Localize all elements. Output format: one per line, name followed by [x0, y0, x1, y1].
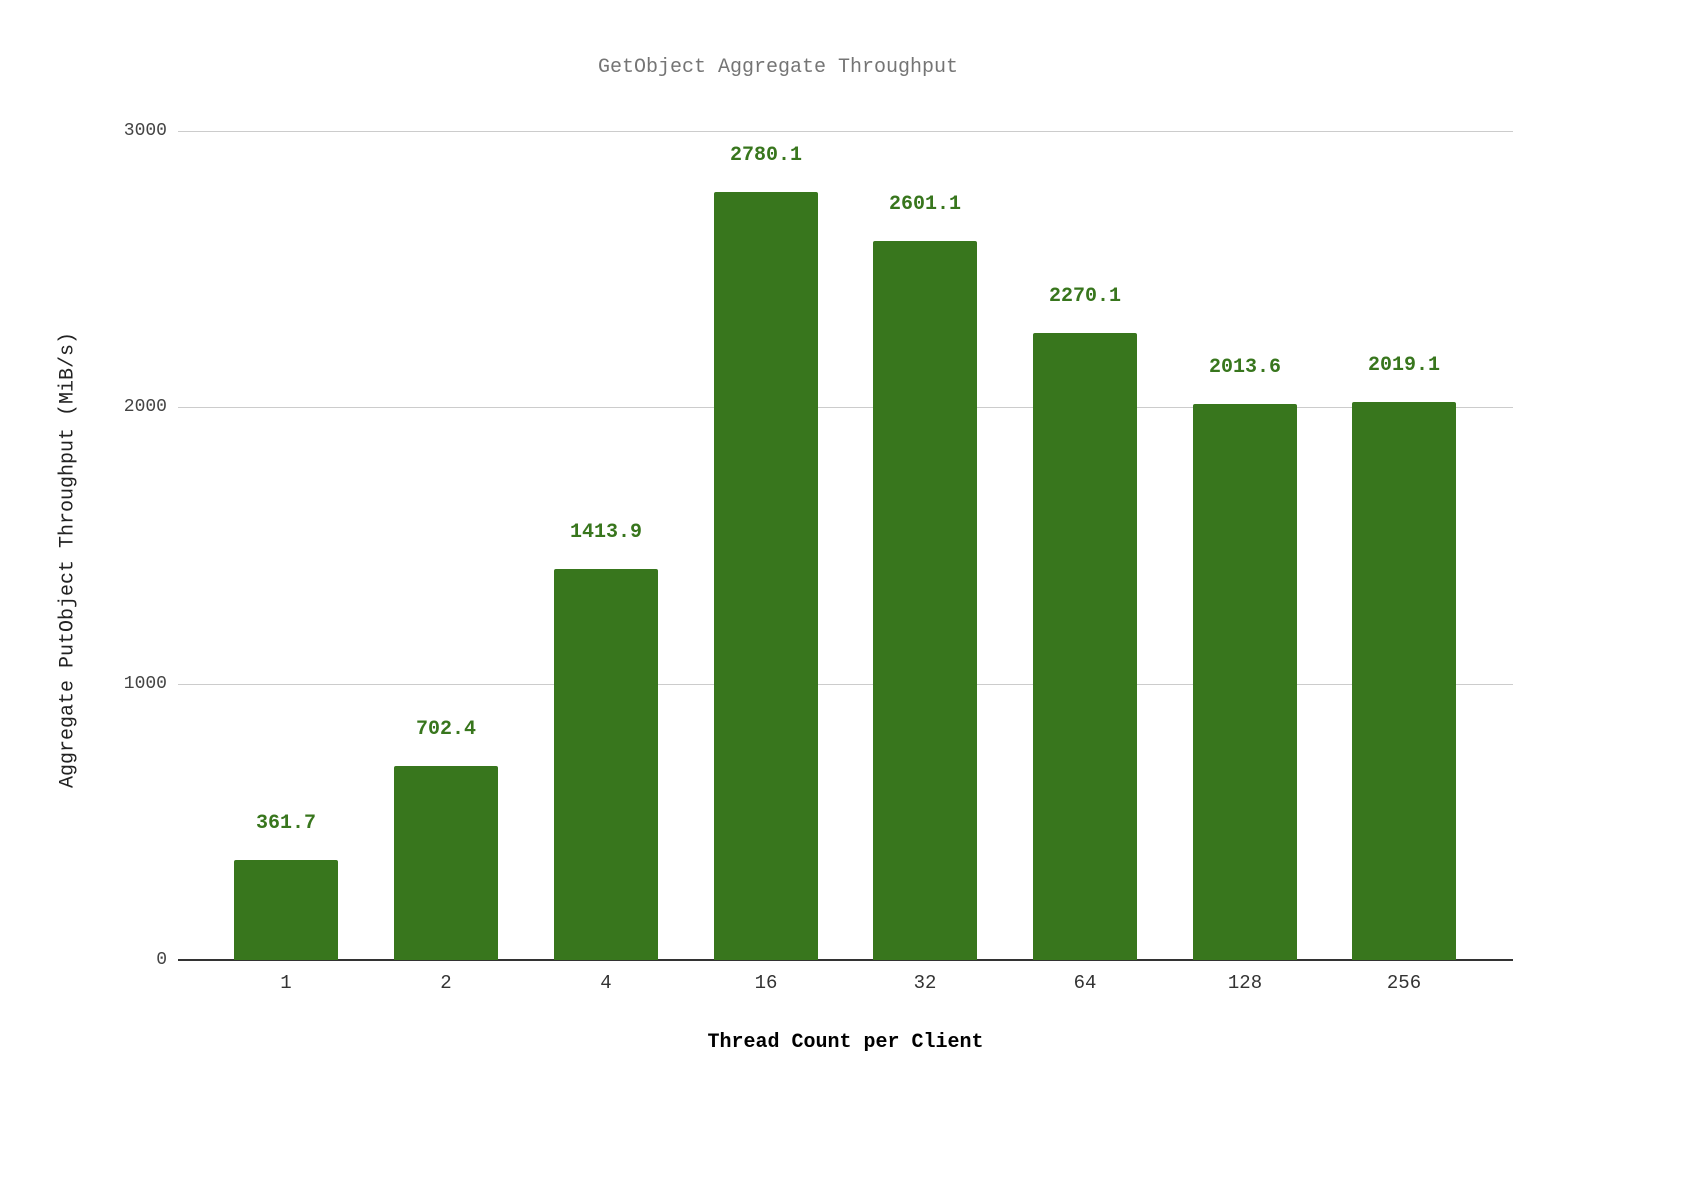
bar-1: [234, 860, 338, 960]
value-label: 1413.9: [569, 521, 642, 545]
bar-4: [554, 569, 658, 960]
x-tick-label: 64: [1073, 972, 1097, 994]
chart-title: GetObject Aggregate Throughput: [597, 56, 959, 79]
x-tick-label: 32: [913, 972, 937, 994]
x-axis-label: Thread Count per Client: [707, 1031, 984, 1054]
bar-256: [1352, 402, 1456, 960]
y-tick-1000: 1000: [123, 674, 167, 694]
y-axis-label: Aggregate PutObject Throughput (MiB/s): [56, 331, 80, 789]
y-tick-2000: 2000: [123, 397, 167, 417]
value-label: 2019.1: [1367, 354, 1440, 378]
gridline-1000: [178, 684, 1513, 685]
x-tick-label: 1: [280, 972, 292, 994]
x-axis-line: [178, 959, 1513, 961]
bar-128: [1193, 403, 1297, 960]
x-tick-label: 2: [440, 972, 452, 994]
x-tick-label: 4: [600, 972, 612, 994]
bar-2: [394, 765, 498, 960]
value-label: 2270.1: [1048, 284, 1121, 308]
x-tick-label: 128: [1227, 972, 1263, 994]
value-label: 2780.1: [729, 143, 802, 167]
gridline-2000: [178, 407, 1513, 408]
gridline-3000: [178, 131, 1513, 132]
value-label: 2601.1: [888, 193, 961, 217]
bar-16: [714, 191, 818, 960]
value-label: 702.4: [415, 717, 476, 741]
value-label: 361.7: [255, 812, 316, 836]
y-tick-3000: 3000: [123, 121, 167, 141]
x-tick-label: 16: [754, 972, 778, 994]
x-tick-label: 256: [1386, 972, 1422, 994]
bar-64: [1033, 332, 1137, 960]
bar-32: [873, 241, 977, 960]
y-tick-0: 0: [156, 950, 167, 970]
value-label: 2013.6: [1208, 355, 1281, 379]
